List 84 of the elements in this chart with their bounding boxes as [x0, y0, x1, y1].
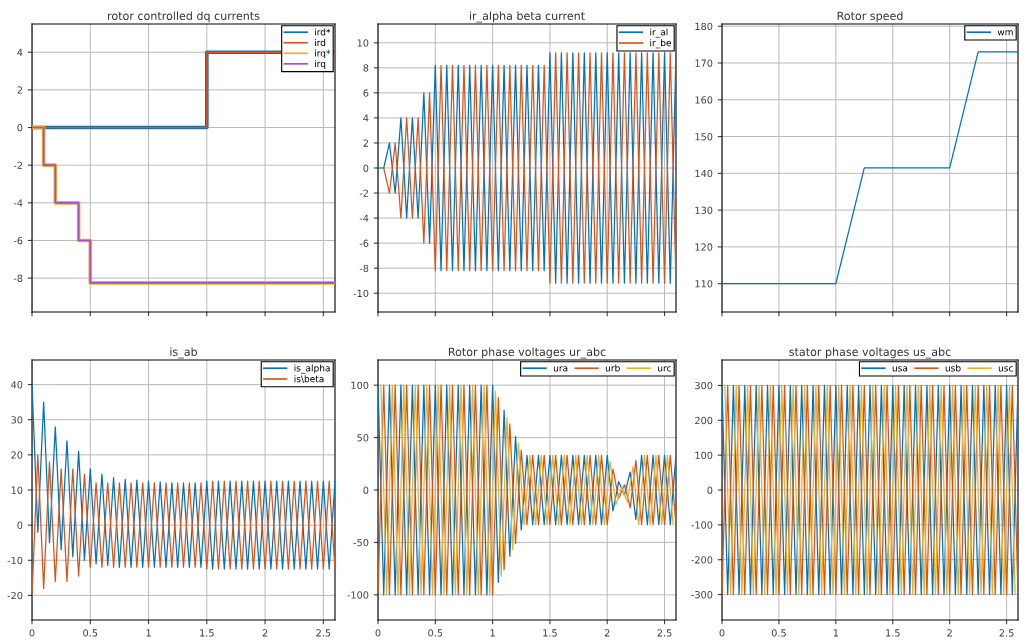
legend-label: urc — [658, 366, 671, 372]
legend-label: is_alpha — [294, 364, 330, 374]
x-tick-label: 0 — [719, 629, 725, 637]
legend-label: ura — [553, 366, 568, 372]
y-tick-label: 300 — [695, 381, 713, 390]
y-tick-label: 170 — [695, 59, 713, 67]
legend-label: usa — [892, 366, 908, 372]
y-tick-label: 6 — [363, 89, 369, 97]
y-tick-label: -20 — [7, 591, 23, 600]
y-tick-label: -4 — [13, 199, 23, 207]
x-tick-label: 0.5 — [771, 629, 786, 637]
y-tick-label: -100 — [347, 591, 369, 599]
y-tick-label: 2 — [363, 139, 368, 147]
y-tick-label: -10 — [353, 289, 369, 298]
y-tick-label: 20 — [11, 451, 23, 459]
y-tick-label: -50 — [353, 538, 369, 547]
chart-title: Rotor phase voltages ur_abc — [448, 347, 606, 359]
y-tick-label: 10 — [357, 39, 369, 47]
legend-label: irq* — [315, 49, 331, 59]
y-tick-label: 0 — [17, 124, 23, 132]
y-tick-label: -8 — [359, 264, 369, 273]
y-tick-label: -300 — [691, 591, 713, 599]
chart-title: is_ab — [170, 347, 198, 359]
legend-label: usc — [998, 366, 1013, 372]
legend-label: ird* — [315, 28, 331, 36]
y-tick-label: 30 — [11, 416, 23, 424]
y-tick-label: -6 — [359, 239, 369, 247]
y-tick-label: 8 — [363, 64, 369, 72]
y-tick-label: 4 — [363, 114, 369, 122]
y-tick-label: -6 — [13, 236, 23, 245]
x-tick-label: 1 — [146, 629, 151, 637]
legend-label: ir_be — [650, 39, 671, 49]
y-tick-label: 0 — [363, 486, 369, 494]
x-tick-label: 0 — [29, 629, 35, 637]
chart-title: ir_alpha beta current — [469, 11, 585, 23]
x-tick-label: 2.5 — [316, 629, 331, 637]
legend-label: irq — [315, 60, 326, 69]
x-tick-label: 1.5 — [200, 629, 214, 637]
y-tick-label: 140 — [695, 169, 713, 178]
y-tick-label: 0 — [363, 164, 369, 172]
y-tick-label: 0 — [17, 521, 23, 529]
x-tick-label: 2 — [947, 629, 952, 637]
y-tick-label: 130 — [695, 206, 713, 214]
x-tick-label: 1 — [833, 629, 839, 637]
x-tick-label: 2.5 — [657, 629, 672, 637]
x-tick-label: 1 — [490, 629, 495, 637]
x-tick-label: 0.5 — [428, 629, 443, 637]
y-tick-label: 200 — [695, 416, 713, 425]
legend-label: ir_al — [650, 28, 668, 38]
legend-label: urb — [605, 364, 620, 372]
y-tick-label: -2 — [13, 161, 22, 169]
x-tick-label: 2 — [604, 629, 610, 637]
legend-label: wm — [997, 30, 1013, 36]
y-tick-label: -200 — [691, 556, 713, 564]
x-tick-label: 1.5 — [543, 629, 557, 637]
y-tick-label: -8 — [13, 274, 23, 282]
y-tick-label: 120 — [695, 243, 713, 251]
legend-label: usb — [945, 364, 961, 372]
y-tick-label: 0 — [707, 486, 713, 494]
legend-label: ird — [315, 39, 326, 47]
y-tick-label: 10 — [11, 486, 23, 494]
y-tick-label: 100 — [695, 451, 713, 459]
x-tick-label: 1.5 — [886, 629, 900, 637]
chart-title: stator phase voltages us_abc — [789, 347, 951, 359]
y-tick-label: 110 — [695, 280, 713, 288]
y-tick-label: 180 — [695, 22, 713, 31]
y-tick-label: 150 — [695, 133, 713, 141]
x-tick-label: 2 — [262, 629, 268, 637]
y-tick-label: -2 — [359, 189, 368, 197]
chart-title: Rotor speed — [837, 11, 903, 23]
legend-label: is\beta — [294, 375, 324, 384]
y-tick-label: 50 — [357, 434, 369, 442]
chart-title: rotor controlled dq currents — [108, 11, 260, 23]
y-tick-label: 160 — [695, 96, 713, 104]
y-tick-label: 4 — [17, 48, 23, 56]
x-tick-label: 2.5 — [999, 629, 1014, 637]
y-tick-label: 40 — [11, 381, 23, 389]
y-tick-label: -100 — [691, 521, 713, 529]
x-tick-label: 0 — [375, 629, 381, 637]
y-tick-label: -10 — [7, 556, 23, 565]
y-tick-label: 2 — [17, 86, 22, 94]
y-tick-label: -4 — [359, 214, 369, 222]
x-tick-label: 0.5 — [83, 629, 98, 637]
y-tick-label: 100 — [351, 381, 369, 389]
